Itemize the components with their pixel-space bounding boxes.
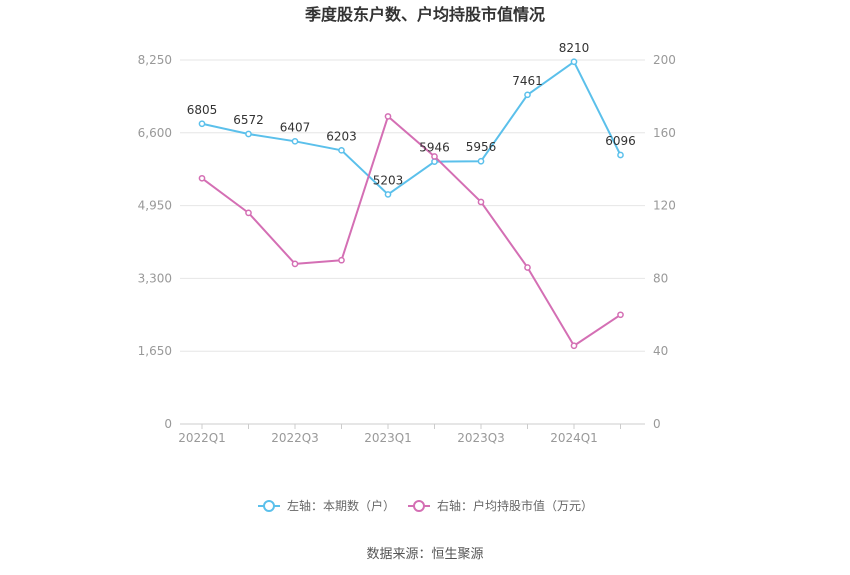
series-1-point xyxy=(291,137,299,145)
data-label: 5956 xyxy=(466,140,497,154)
data-label: 6572 xyxy=(233,113,264,127)
data-label: 6805 xyxy=(187,103,218,117)
series-2-point xyxy=(617,311,624,319)
right-axis-tick-label: 80 xyxy=(653,271,668,285)
legend-item-2: 右轴：户均持股市值（万元） xyxy=(408,498,593,513)
series-1-point xyxy=(431,158,438,166)
series-2-point xyxy=(384,113,392,120)
series-1-point xyxy=(570,58,578,66)
legend-swatch-marker xyxy=(263,500,275,512)
data-labels: 6805 6572 6407 6203 5203 5946 5956 7461 8210 6096 xyxy=(187,41,636,188)
series-2-point xyxy=(245,209,252,217)
series-1-point xyxy=(384,191,392,198)
right-axis-tick-label: 120 xyxy=(653,199,676,213)
data-label: 8210 xyxy=(559,41,590,55)
data-label: 5203 xyxy=(373,173,404,187)
left-axis-tick-label: 6,600 xyxy=(138,126,172,140)
data-label: 5946 xyxy=(419,141,450,155)
legend-label: 右轴：户均持股市值（万元） xyxy=(437,498,593,513)
left-axis-tick-label: 1,650 xyxy=(138,344,172,358)
data-label: 6096 xyxy=(605,134,636,148)
data-label: 6407 xyxy=(280,120,311,134)
x-axis-tick-label: 2023Q1 xyxy=(364,431,412,445)
right-axis-tick-label: 40 xyxy=(653,344,668,358)
axes: 0 0 1,650 40 3,300 80 4,950 120 6,600 160 8,250 200… xyxy=(138,53,676,445)
series-layer xyxy=(198,58,624,350)
series-1-point xyxy=(524,91,531,99)
x-axis-tick-label: 2022Q1 xyxy=(178,431,226,445)
left-axis-tick-label: 0 xyxy=(164,417,172,431)
left-axis-tick-label: 8,250 xyxy=(138,53,172,67)
x-axis-tick-label: 2023Q3 xyxy=(457,431,505,445)
source-note: 数据来源：恒生聚源 xyxy=(366,547,483,562)
series-1-point xyxy=(617,151,624,159)
x-axis-tick-label: 2024Q1 xyxy=(550,431,598,445)
right-axis-tick-label: 160 xyxy=(653,126,676,140)
series-1-point xyxy=(245,130,252,138)
series-2-point xyxy=(338,256,345,264)
data-label: 7461 xyxy=(512,74,543,88)
chart-title: 季度股东户数、户均持股市值情况 xyxy=(304,5,545,24)
left-axis-tick-label: 3,300 xyxy=(138,271,172,285)
right-axis-tick-label: 0 xyxy=(653,417,661,431)
series-2-point xyxy=(477,198,485,206)
legend: 左轴：本期数（户） 右轴：户均持股市值（万元） xyxy=(258,498,593,513)
series-1-point xyxy=(477,157,485,165)
x-axis-tick-label: 2022Q3 xyxy=(271,431,319,445)
left-axis-tick-label: 4,950 xyxy=(138,199,172,213)
series-2-point xyxy=(291,260,299,268)
series-line-1 xyxy=(201,60,622,196)
series-2-point xyxy=(524,264,531,271)
series-1-point xyxy=(338,146,345,154)
series-1-point xyxy=(198,120,206,128)
data-label: 6203 xyxy=(326,129,357,143)
grid xyxy=(180,59,645,352)
legend-label: 左轴：本期数（户） xyxy=(287,498,395,513)
series-2-point xyxy=(198,174,206,182)
right-axis-tick-label: 200 xyxy=(653,53,676,67)
series-2-point xyxy=(570,342,578,350)
legend-swatch-marker xyxy=(413,500,425,512)
legend-item-1: 左轴：本期数（户） xyxy=(258,498,395,513)
series-2-point xyxy=(431,153,438,160)
series-line-2 xyxy=(201,115,622,347)
